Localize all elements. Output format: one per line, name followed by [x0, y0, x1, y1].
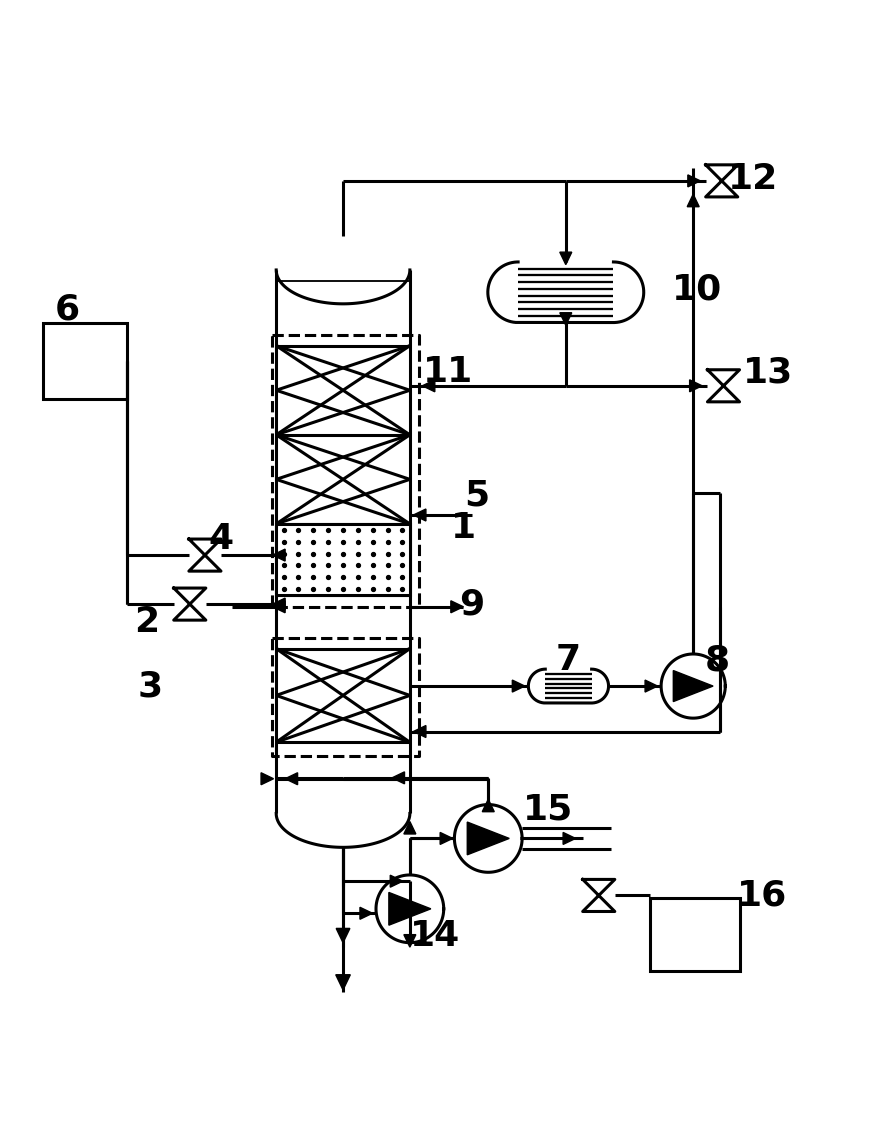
Polygon shape [674, 670, 713, 702]
Polygon shape [451, 601, 463, 613]
Text: 6: 6 [54, 292, 79, 326]
Polygon shape [512, 680, 525, 693]
Bar [43, 324, 127, 399]
Polygon shape [273, 598, 285, 610]
Polygon shape [273, 549, 285, 561]
Polygon shape [560, 253, 572, 265]
Polygon shape [392, 772, 405, 784]
Text: 15: 15 [523, 792, 573, 826]
Polygon shape [336, 928, 350, 943]
Polygon shape [690, 380, 702, 391]
Text: 1: 1 [451, 511, 476, 545]
Text: 16: 16 [737, 879, 787, 913]
Text: 2: 2 [135, 605, 159, 638]
Polygon shape [336, 975, 350, 990]
Text: 8: 8 [705, 643, 730, 677]
Polygon shape [273, 601, 285, 613]
Polygon shape [688, 175, 700, 187]
Polygon shape [404, 821, 416, 834]
Polygon shape [404, 935, 416, 948]
Polygon shape [422, 380, 435, 391]
Polygon shape [390, 875, 403, 888]
Polygon shape [413, 725, 426, 738]
Text: 11: 11 [423, 355, 473, 389]
Bar [276, 523, 410, 596]
Bar [650, 898, 740, 971]
Text: 13: 13 [743, 355, 793, 389]
Polygon shape [467, 822, 510, 855]
Polygon shape [261, 773, 274, 785]
Polygon shape [563, 832, 576, 845]
Text: 5: 5 [464, 478, 489, 512]
Polygon shape [360, 907, 372, 919]
Text: 3: 3 [137, 670, 162, 704]
Polygon shape [560, 312, 572, 325]
Polygon shape [440, 832, 453, 845]
Text: 14: 14 [410, 919, 460, 953]
Polygon shape [388, 892, 431, 925]
Text: 12: 12 [728, 162, 778, 196]
Polygon shape [285, 773, 298, 785]
Polygon shape [645, 680, 658, 693]
Polygon shape [413, 509, 426, 521]
Text: 4: 4 [208, 522, 233, 556]
Text: 7: 7 [556, 643, 581, 677]
Polygon shape [687, 194, 699, 206]
Text: 10: 10 [672, 273, 722, 307]
Polygon shape [482, 800, 495, 812]
Text: 9: 9 [460, 587, 485, 622]
